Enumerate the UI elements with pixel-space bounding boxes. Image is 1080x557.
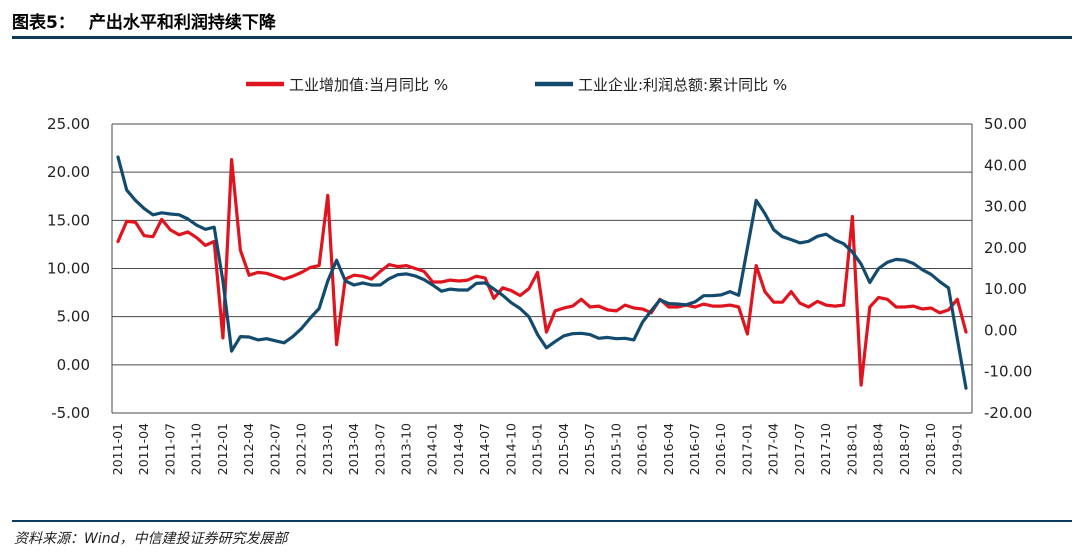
x-tick-label: 2018-07 [897, 423, 912, 475]
figure-label: 图表5： [12, 13, 75, 33]
y-right-tick-label: -20.00 [984, 404, 1032, 422]
x-tick-label: 2012-07 [267, 423, 282, 475]
x-tick-label: 2011-07 [162, 423, 177, 475]
x-tick-label: 2016-04 [661, 423, 676, 475]
x-tick-label: 2018-10 [923, 423, 938, 475]
series-line-1 [116, 158, 968, 387]
x-tick-label: 2013-10 [398, 423, 413, 475]
x-tick-label: 2019-01 [949, 423, 964, 475]
x-tick-label: 2014-07 [477, 423, 492, 475]
x-tick-label: 2012-04 [241, 423, 256, 475]
x-tick-label: 2014-10 [503, 423, 518, 475]
y-left-tick-label: 25.00 [47, 115, 90, 133]
x-tick-label: 2017-01 [739, 423, 754, 475]
x-tick-label: 2016-01 [635, 423, 650, 475]
x-tick-label: 2013-07 [372, 423, 387, 475]
x-tick-label: 2016-07 [687, 423, 702, 475]
x-tick-label: 2014-01 [425, 423, 440, 475]
y-left-tick-label: 15.00 [47, 211, 90, 229]
x-tick-label: 2017-07 [792, 423, 807, 475]
source-note: 资料来源：Wind，中信建投证券研究发展部 [14, 531, 288, 547]
y-right-tick-label: 30.00 [984, 198, 1027, 216]
figure-title-text: 产出水平和利润持续下降 [88, 13, 276, 33]
y-left-tick-label: 5.00 [57, 308, 90, 326]
legend-label-1: 工业增加值:当月同比 % [289, 76, 448, 94]
x-tick-label: 2018-01 [844, 423, 859, 475]
source-rule [12, 520, 1072, 522]
y-left-tick-label: -5.00 [51, 404, 90, 422]
x-tick-label: 2011-04 [136, 423, 151, 475]
x-tick-label: 2017-10 [818, 423, 833, 475]
x-tick-label: 2015-01 [530, 423, 545, 475]
x-tick-label: 2013-04 [346, 423, 361, 475]
x-tick-label: 2018-04 [871, 423, 886, 475]
y-right-tick-label: 0.00 [984, 321, 1017, 339]
figure-title: 图表5： 产出水平和利润持续下降 [12, 8, 276, 33]
x-tick-label: 2011-10 [189, 423, 204, 475]
legend-label-2: 工业企业:利润总额:累计同比 % [578, 76, 787, 94]
y-right-tick-label: 10.00 [984, 280, 1027, 298]
x-tick-label: 2011-01 [110, 423, 125, 475]
y-left-tick-label: 10.00 [47, 260, 90, 278]
title-rule [12, 36, 1072, 39]
y-left-tick-label: 20.00 [47, 163, 90, 181]
x-tick-label: 2015-07 [582, 423, 597, 475]
x-tick-label: 2012-10 [294, 423, 309, 475]
y-left-tick-label: 0.00 [57, 356, 90, 374]
x-tick-label: 2015-04 [556, 423, 571, 475]
line-chart: 25.00 20.00 15.00 10.00 5.00 0.00 -5.00 50.00 40… [47, 76, 1032, 475]
y-right-tick-label: 40.00 [984, 156, 1027, 174]
x-tick-label: 2014-04 [451, 423, 466, 475]
x-tick-label: 2016-10 [713, 423, 728, 475]
y-right-tick-label: -10.00 [984, 363, 1032, 381]
y-right-tick-label: 20.00 [984, 239, 1027, 257]
series-line-2 [116, 155, 968, 390]
x-tick-label: 2013-01 [320, 423, 335, 475]
x-tick-label: 2015-10 [608, 423, 623, 475]
x-tick-label: 2017-04 [766, 423, 781, 475]
x-tick-label: 2012-01 [215, 423, 230, 475]
y-right-tick-label: 50.00 [984, 115, 1027, 133]
